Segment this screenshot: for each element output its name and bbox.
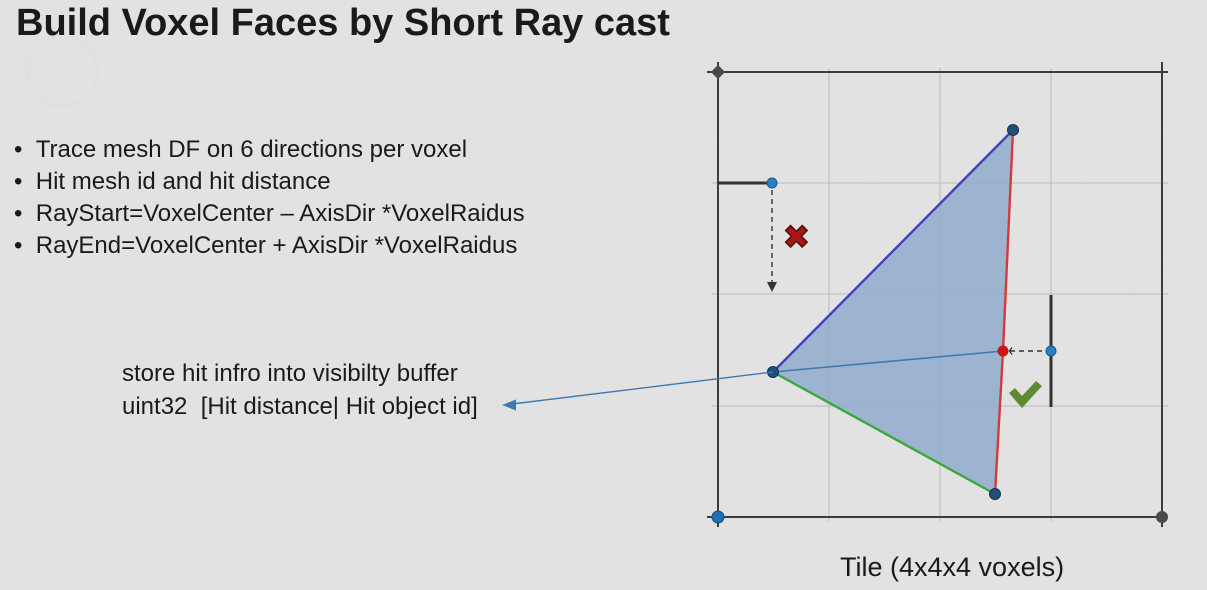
svg-text:✖: ✖: [783, 219, 810, 255]
